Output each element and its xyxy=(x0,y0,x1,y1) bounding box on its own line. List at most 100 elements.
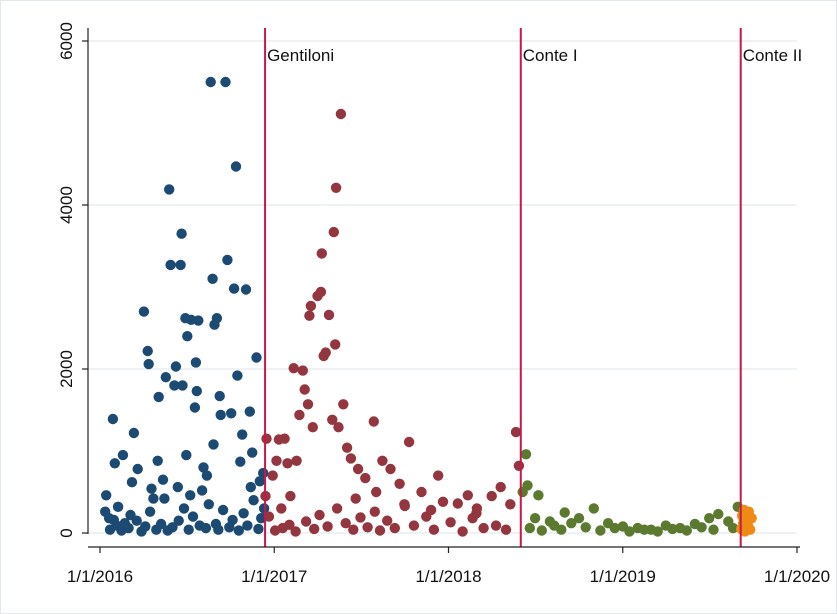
data-point xyxy=(285,490,296,502)
data-point xyxy=(126,477,138,488)
data-point xyxy=(132,463,143,475)
data-point xyxy=(242,520,253,531)
data-point xyxy=(505,499,516,510)
data-point xyxy=(142,345,153,357)
data-point xyxy=(445,517,456,528)
data-point xyxy=(394,478,405,489)
data-point xyxy=(288,363,299,374)
data-point xyxy=(341,442,353,453)
data-point xyxy=(193,315,204,326)
data-point xyxy=(165,259,176,271)
data-point xyxy=(639,524,650,535)
data-point xyxy=(294,409,305,421)
data-point xyxy=(340,518,351,529)
data-point xyxy=(187,511,199,522)
data-point xyxy=(382,515,393,526)
x-tick-labels: 1/1/2016 1/1/2017 1/1/2018 1/1/2019 1/1/2020 xyxy=(67,547,830,586)
data-point xyxy=(300,516,312,527)
data-point xyxy=(196,485,208,496)
data-point xyxy=(433,470,444,481)
data-point xyxy=(183,524,194,535)
data-point xyxy=(101,490,112,501)
data-point xyxy=(198,462,209,473)
data-point xyxy=(211,313,223,324)
data-point xyxy=(267,470,278,481)
data-point xyxy=(355,512,366,523)
data-point xyxy=(566,518,577,529)
data-point xyxy=(556,524,567,535)
government-label: Conte II xyxy=(743,46,803,65)
data-point xyxy=(176,228,187,239)
data-point xyxy=(323,309,335,321)
data-point xyxy=(226,408,237,419)
data-point xyxy=(322,521,333,532)
data-point xyxy=(235,456,246,467)
data-point xyxy=(708,524,719,535)
data-point xyxy=(320,347,331,358)
data-point xyxy=(205,76,216,88)
data-point xyxy=(746,513,757,524)
data-point xyxy=(282,458,293,469)
data-point xyxy=(144,506,156,517)
data-point xyxy=(191,385,202,397)
government-label: Conte I xyxy=(523,46,578,65)
data-point xyxy=(172,481,183,493)
data-point xyxy=(495,481,506,493)
data-point xyxy=(232,370,243,381)
data-point xyxy=(559,507,570,518)
data-point xyxy=(345,453,357,464)
data-point xyxy=(327,414,338,425)
annotation-labels: Gentiloni Conte I Conte II xyxy=(267,46,802,65)
data-point xyxy=(399,500,410,512)
y-tick-label: 0 xyxy=(57,528,76,537)
data-point xyxy=(263,511,275,522)
data-point xyxy=(360,472,371,484)
data-point xyxy=(471,508,482,519)
data-point xyxy=(222,254,233,266)
data-point xyxy=(117,449,129,461)
data-point xyxy=(169,380,180,391)
data-point xyxy=(652,526,663,537)
data-point xyxy=(240,284,252,295)
data-point xyxy=(524,522,535,534)
data-point xyxy=(276,503,287,514)
data-point xyxy=(333,422,344,433)
data-point xyxy=(140,521,151,532)
data-point xyxy=(203,499,214,510)
data-point xyxy=(217,504,229,516)
data-point xyxy=(595,525,606,536)
data-point xyxy=(185,490,196,501)
data-point xyxy=(159,493,170,504)
data-point xyxy=(177,380,188,391)
data-point xyxy=(233,525,244,536)
data-point xyxy=(727,522,739,534)
data-point xyxy=(201,470,213,481)
data-point xyxy=(307,422,318,433)
data-point xyxy=(490,520,502,531)
data-point xyxy=(374,525,386,536)
data-point xyxy=(297,365,308,376)
x-tick-label: 1/1/2017 xyxy=(241,567,307,586)
data-point xyxy=(328,226,339,238)
data-point xyxy=(291,455,302,466)
data-point xyxy=(138,306,150,317)
data-point xyxy=(143,358,154,370)
data-point xyxy=(331,503,343,514)
data-point xyxy=(362,522,373,533)
axes xyxy=(87,28,800,548)
data-point xyxy=(108,514,120,526)
data-point xyxy=(164,184,175,195)
data-point xyxy=(200,522,212,534)
data-point xyxy=(385,463,396,475)
data-point xyxy=(304,310,315,321)
data-point xyxy=(290,526,301,537)
data-point xyxy=(227,514,238,526)
data-point xyxy=(157,474,169,485)
government-lines xyxy=(264,28,742,547)
data-point xyxy=(247,447,258,458)
data-point xyxy=(510,426,522,438)
data-point xyxy=(428,524,440,535)
data-point xyxy=(478,522,489,534)
data-point xyxy=(520,449,532,460)
